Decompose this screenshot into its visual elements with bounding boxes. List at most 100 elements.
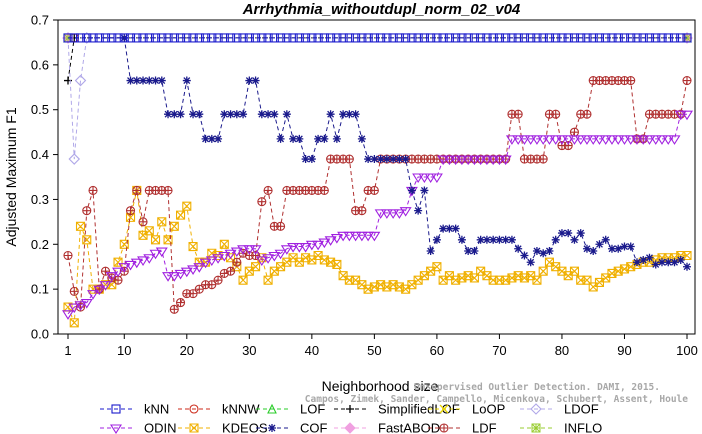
legend-label-odin: ODIN (144, 421, 177, 434)
data-point-cof (245, 76, 254, 85)
data-point-knn (188, 33, 198, 43)
data-point-ldf (213, 275, 223, 285)
legend-item-knn: kNN (100, 402, 169, 417)
data-point-knn (476, 33, 486, 43)
legend-marker-knnw (189, 404, 199, 414)
x-tick-label: 100 (676, 343, 698, 358)
data-point-odin (143, 254, 156, 264)
data-point-odin (612, 135, 625, 145)
data-point-odin (593, 135, 606, 145)
data-point-odin (324, 236, 337, 246)
x-tick-label: 80 (555, 343, 569, 358)
data-point-kdeos (538, 266, 548, 276)
data-point-ldf (113, 275, 123, 285)
data-point-odin (655, 135, 668, 145)
data-point-odin (130, 258, 143, 269)
data-point-knn (426, 33, 436, 43)
data-point-cof (126, 76, 135, 85)
data-point-ldf (188, 289, 198, 299)
data-point-cof (189, 110, 198, 119)
data-point-cof (251, 76, 260, 85)
data-point-knn (88, 33, 98, 43)
data-point-knn (669, 33, 680, 43)
data-point-odin (474, 155, 487, 166)
data-point-knn (94, 33, 104, 43)
data-point-ldf (175, 298, 186, 308)
data-point-odin (674, 110, 687, 121)
legend-label-loop: LoOP (472, 402, 505, 417)
legend-label-ldof: LDOF (564, 402, 599, 417)
data-point-odin (374, 209, 387, 219)
data-point-knn (226, 33, 236, 43)
data-point-cof (301, 155, 310, 164)
data-point-odin (443, 155, 456, 166)
y-tick-label: 0.4 (31, 147, 49, 162)
data-point-odin (124, 260, 137, 271)
data-point-cof (482, 235, 491, 244)
data-point-odin (105, 272, 118, 282)
data-point-knn (244, 33, 254, 43)
data-point-knn (182, 33, 192, 43)
data-point-cof (614, 244, 623, 253)
data-point-ldf (582, 109, 592, 119)
data-point-knn (394, 33, 404, 43)
data-point-knn (201, 33, 211, 43)
data-point-cof (545, 247, 554, 256)
data-point-odin (168, 272, 181, 282)
data-point-kdeos (175, 210, 186, 220)
data-point-knn (626, 33, 636, 43)
data-point-cof (564, 229, 573, 238)
data-point-cof (457, 235, 466, 244)
data-point-knn (526, 33, 536, 43)
data-point-knn (363, 33, 373, 43)
data-point-odin (193, 263, 206, 273)
data-point-knn (613, 33, 623, 43)
legend-item-ldof: LDOF (520, 402, 599, 417)
data-point-cof (607, 244, 616, 253)
data-point-cof (557, 229, 566, 238)
legend-label-cof: COF (300, 421, 328, 434)
y-tick-label: 0.6 (31, 57, 49, 72)
data-point-odin (630, 135, 643, 145)
data-point-knn (238, 33, 248, 43)
data-point-cof (439, 224, 448, 233)
data-point-ldf (551, 109, 561, 119)
data-point-odin (605, 135, 618, 145)
data-point-cof (176, 110, 185, 119)
data-point-cof (270, 110, 279, 119)
data-point-knn (419, 33, 429, 43)
data-point-cof (582, 244, 591, 253)
data-point-odin (624, 135, 637, 145)
legend-item-simplifiedlof: SimplifiedLOF (334, 402, 460, 417)
data-point-cof (426, 247, 435, 256)
data-point-cof (339, 110, 348, 119)
data-point-knn (319, 33, 329, 43)
data-point-cof (257, 110, 266, 119)
legend-marker-loop (439, 404, 449, 414)
legend-item-odin: ODIN (100, 421, 177, 434)
data-point-cof (464, 247, 473, 256)
data-point-odin (199, 258, 212, 269)
data-point-knn (257, 33, 267, 43)
data-point-cof (539, 249, 548, 258)
data-point-cof (589, 247, 598, 256)
data-point-knn (288, 33, 298, 43)
legend-label-lof: LOF (300, 402, 325, 417)
y-tick-label: 0.5 (31, 102, 49, 117)
data-point-cof (476, 235, 485, 244)
data-point-odin (449, 155, 462, 166)
legend-marker-knn (111, 404, 121, 414)
data-point-cof (207, 134, 216, 143)
data-point-knn (682, 33, 692, 43)
data-point-knn (582, 33, 592, 43)
data-point-knn (207, 33, 217, 43)
data-point-ldf (251, 250, 261, 261)
data-point-odin (224, 249, 237, 260)
legend-item-knnw: kNNW (178, 402, 260, 417)
data-point-knn (644, 33, 655, 43)
data-point-knn (632, 33, 642, 43)
data-point-ldf (82, 206, 92, 216)
data-point-odin (549, 135, 562, 145)
data-point-knn (507, 33, 517, 43)
